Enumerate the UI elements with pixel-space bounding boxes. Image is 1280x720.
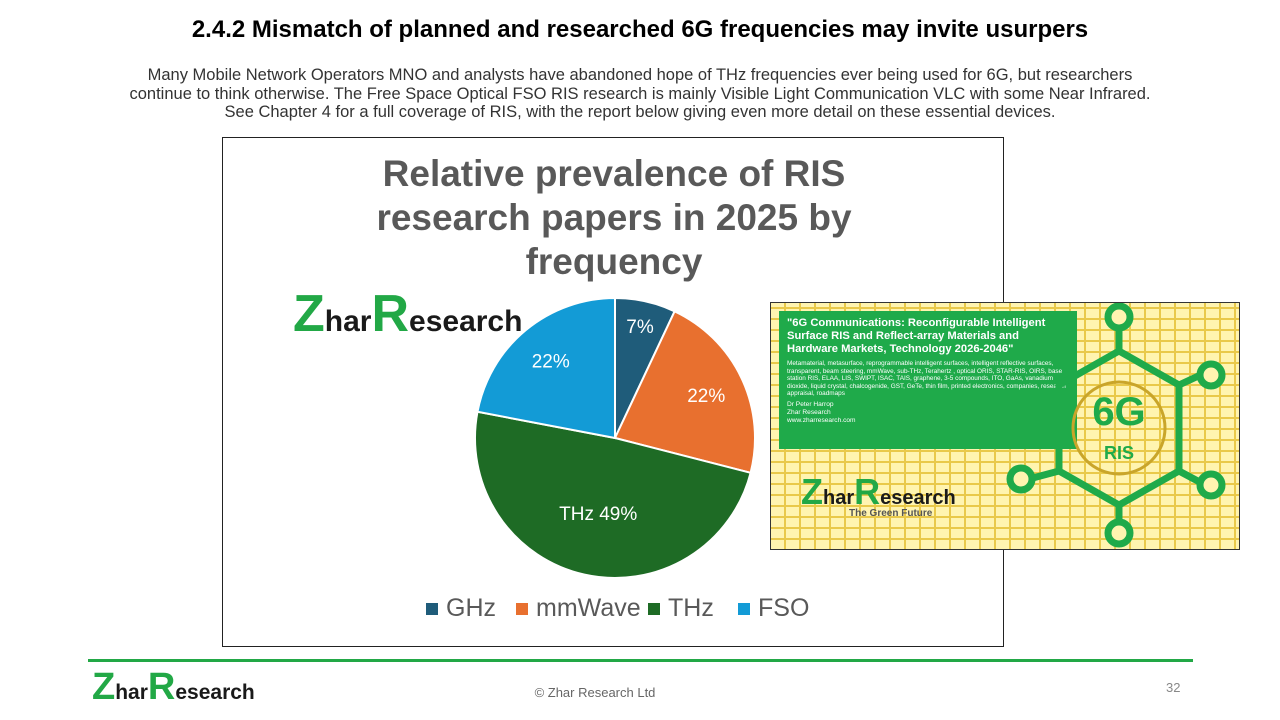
cover-tagline: The Green Future: [849, 508, 933, 519]
chart-title: Relative prevalence of RIS research pape…: [223, 152, 1005, 284]
pie-slice-mmwave: [613, 309, 756, 475]
legend-swatch-ghz: [426, 603, 438, 615]
footer-logo: ZharResearch: [92, 666, 255, 708]
report-credits: Dr Peter Harrop Zhar Research www.zharre…: [787, 401, 1069, 425]
cover-logo: ZharResearch: [801, 471, 956, 512]
legend-label-fso: FSO: [758, 594, 809, 622]
chart-logo: ZharResearch: [293, 285, 523, 343]
report-company: Zhar Research: [787, 408, 831, 416]
chart-title-line: research papers in 2025 by: [376, 197, 852, 238]
report-title: "6G Communications: Reconfigurable Intel…: [787, 317, 1046, 355]
pie-slice-thz: [474, 410, 752, 579]
legend-swatch-thz: [648, 603, 660, 615]
legend-label-ghz: GHz: [446, 594, 496, 622]
report-cover-image: "6G Communications: Reconfigurable Intel…: [770, 302, 1240, 550]
legend-swatch-mmwave: [516, 603, 528, 615]
cover-badge-ris: RIS: [1104, 443, 1134, 463]
legend-label-thz: THz: [668, 594, 714, 622]
cover-badge-6g: 6G: [1092, 390, 1145, 434]
report-keywords: Metamaterial, metasurface, reprogrammabl…: [787, 360, 1066, 398]
legend-label-mmwave: mmWave: [536, 594, 641, 622]
pie-label-mmwave: 22%: [687, 386, 725, 407]
intro-text: Many Mobile Network Operators MNO and an…: [50, 66, 1230, 122]
slide-title: 2.4.2 Mismatch of planned and researched…: [191, 16, 1089, 43]
pie-label-fso: 22%: [532, 351, 570, 372]
pie-label-ghz: 7%: [626, 317, 654, 338]
legend-swatch-fso: [738, 603, 750, 615]
chart-title-line: Relative prevalence of RIS: [382, 153, 846, 194]
intro-line: See Chapter 4 for a full coverage of RIS…: [224, 103, 1056, 121]
intro-line: continue to think otherwise. The Free Sp…: [129, 84, 1151, 103]
report-cover-box: "6G Communications: Reconfigurable Intel…: [779, 311, 1077, 449]
copyright-text: © Zhar Research Ltd: [534, 685, 656, 700]
footer-divider: [88, 659, 1193, 662]
report-author: Dr Peter Harrop: [787, 400, 834, 408]
pie-slice-fso: [476, 296, 616, 440]
pie-chart-svg: 7% 22% THz 49% 22% GHz mmWave THz FSO: [426, 296, 809, 622]
intro-line: Many Mobile Network Operators MNO and an…: [147, 66, 1133, 84]
hexagon-network-icon: 6G RIS: [1006, 303, 1226, 548]
page-number: 32: [1166, 680, 1181, 695]
report-website: www.zharresearch.com: [787, 416, 856, 424]
chart-title-line: frequency: [525, 241, 703, 282]
pie-label-thz: THz 49%: [559, 504, 637, 525]
